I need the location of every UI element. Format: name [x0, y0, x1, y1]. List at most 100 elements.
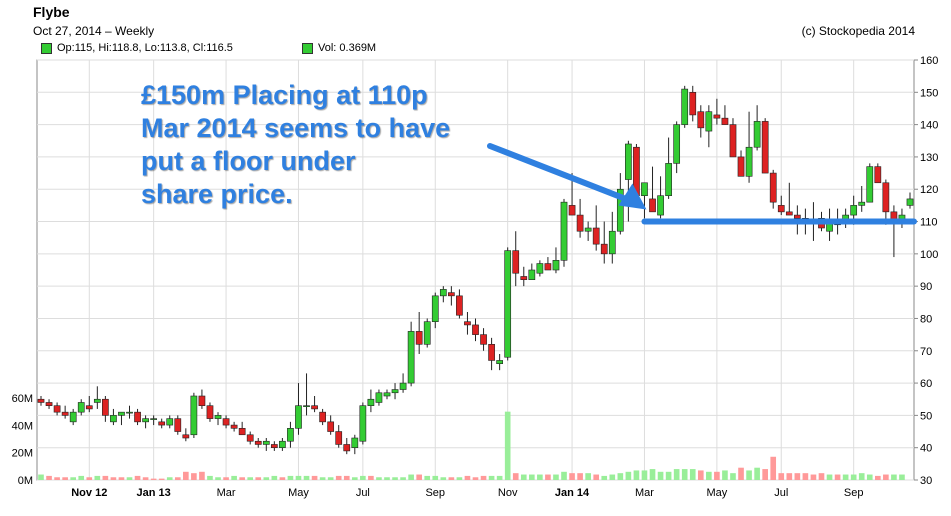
- volume-bar: [810, 474, 817, 480]
- candle-body: [142, 418, 149, 423]
- candle-body: [110, 415, 117, 423]
- volume-bar: [432, 475, 439, 480]
- volume-bar: [850, 474, 857, 480]
- candle-body: [512, 250, 520, 274]
- x-tick-label: Nov 12: [71, 487, 107, 499]
- candle-body: [777, 205, 785, 213]
- volume-bar: [38, 474, 44, 480]
- volume-bar: [569, 473, 575, 480]
- candle-body: [705, 111, 713, 132]
- volume-bar: [504, 411, 511, 480]
- candle-body: [279, 440, 286, 448]
- candle-body: [504, 250, 512, 358]
- volume-bar: [46, 475, 52, 480]
- volume-bar: [609, 474, 616, 480]
- volume-bar: [70, 477, 77, 480]
- candle-body: [343, 444, 351, 452]
- volume-bar: [384, 477, 390, 480]
- candle-body: [198, 395, 206, 406]
- candle-body: [560, 201, 568, 261]
- candle-body: [600, 243, 608, 255]
- candle-body: [456, 295, 463, 316]
- volume-bar: [545, 474, 551, 480]
- candle-body: [214, 415, 222, 419]
- volume-bar: [770, 456, 777, 480]
- candle-body: [85, 405, 93, 410]
- annotation-text: £150m Placing at 110p Mar 2014 seems to …: [141, 79, 501, 211]
- volume-bar: [110, 477, 117, 480]
- candle-body: [375, 392, 383, 403]
- candle-body: [158, 421, 166, 426]
- volume-bar: [62, 477, 68, 480]
- y-tick-label: 150: [920, 87, 938, 99]
- legend-volume: Vol: 0.369M: [302, 42, 376, 54]
- volume-bar: [480, 475, 487, 480]
- volume-bar: [191, 473, 197, 480]
- x-tick-label: Jul: [774, 487, 788, 499]
- candle-body: [753, 121, 761, 148]
- annotation-line: Mar 2014 seems to have: [141, 113, 451, 143]
- candle-body: [737, 156, 745, 177]
- x-tick-label: Jan 13: [137, 487, 171, 499]
- candle-body: [270, 444, 278, 448]
- volume-bar: [488, 475, 495, 480]
- candle-body: [37, 398, 45, 403]
- candle-body: [448, 292, 455, 297]
- candle-body: [431, 295, 439, 322]
- candle-body: [77, 402, 85, 413]
- candle-body: [407, 331, 415, 384]
- volume-bar: [263, 477, 270, 480]
- candle-body: [608, 230, 616, 255]
- volume-bar: [327, 477, 334, 480]
- volume-bar: [142, 477, 149, 480]
- legend-bar: Op:115, Hi:118.8, Lo:113.8, Cl:116.5 Vol…: [37, 41, 913, 57]
- candle-body: [222, 418, 230, 426]
- candle-body: [118, 411, 125, 416]
- candle-body: [134, 411, 141, 423]
- x-tick-label: Sep: [844, 487, 864, 499]
- candle-body: [713, 114, 721, 119]
- volume-bar: [400, 477, 406, 480]
- candle-body: [576, 214, 584, 232]
- volume-bar: [102, 475, 109, 480]
- candle-body: [616, 188, 624, 232]
- candle-body: [592, 227, 600, 245]
- candle-body: [874, 166, 882, 184]
- candle-body: [206, 405, 214, 419]
- volume-bar: [722, 470, 728, 480]
- volume-bar: [802, 473, 809, 480]
- volume-bar: [303, 475, 310, 480]
- volume-bar: [199, 471, 205, 480]
- volume-bar: [223, 477, 229, 480]
- candle-body: [568, 205, 576, 216]
- volume-bar: [271, 475, 278, 480]
- volume-bar: [754, 467, 760, 480]
- candle-body: [246, 434, 254, 442]
- legend-ohlc-swatch: [41, 42, 52, 54]
- candle-body: [439, 289, 447, 297]
- candle-body: [850, 205, 858, 216]
- volume-bar: [778, 473, 785, 480]
- legend-ohlc-text: Op:115, Hi:118.8, Lo:113.8, Cl:116.5: [57, 42, 233, 54]
- y-tick-label: 50: [920, 410, 932, 422]
- candle-body: [254, 440, 262, 445]
- volume-bar: [512, 473, 519, 480]
- candle-body: [681, 88, 689, 125]
- volume-bar: [625, 471, 632, 480]
- volume-bar: [247, 477, 254, 480]
- candle-body: [665, 163, 672, 196]
- x-tick-label: Jan 14: [555, 487, 590, 499]
- candle-body: [287, 428, 294, 442]
- candle-body: [335, 431, 343, 445]
- candle-body: [238, 428, 246, 436]
- volume-bar: [78, 475, 85, 480]
- volume-tick-label: 60M: [12, 393, 33, 405]
- candle-body: [327, 421, 335, 432]
- volume-bar: [826, 474, 833, 480]
- y-tick-label: 40: [920, 443, 932, 455]
- candle-body: [303, 405, 310, 407]
- candle-body: [488, 344, 495, 361]
- annotation-line: £150m Placing at 110p: [141, 80, 428, 110]
- candle-body: [174, 418, 182, 432]
